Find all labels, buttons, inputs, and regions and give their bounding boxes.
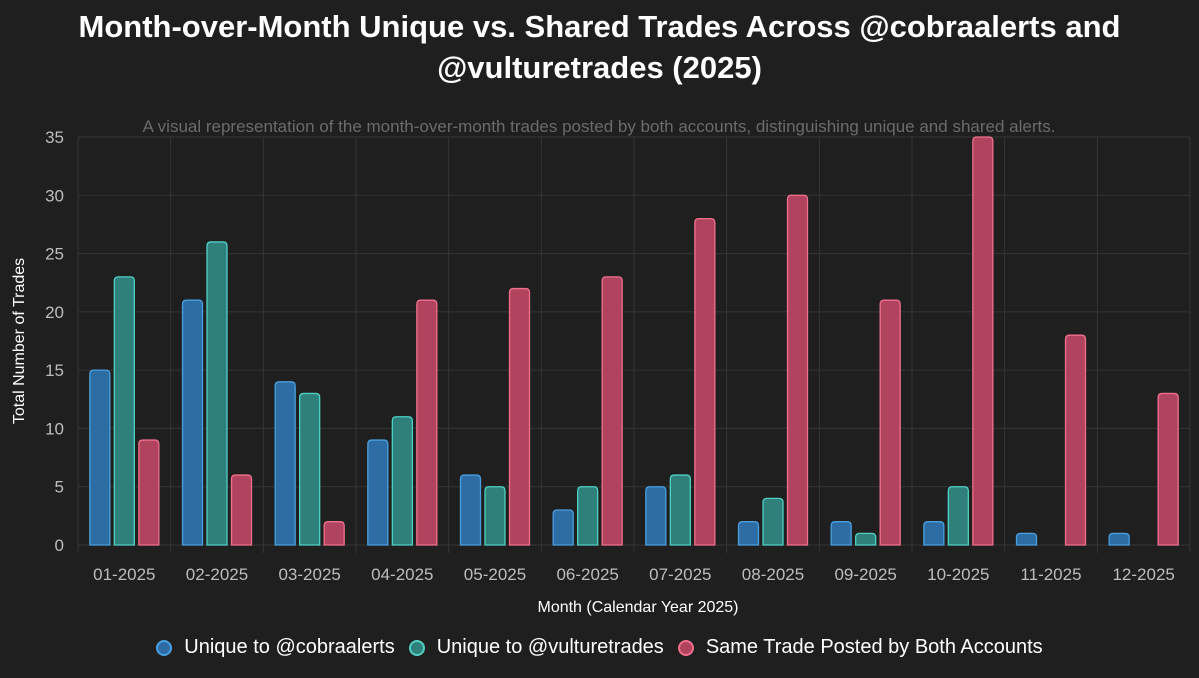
bar-unique-to-vulturetrades-06-2025: [577, 486, 599, 546]
x-tick-label: 01-2025: [93, 565, 155, 584]
x-axis-title: Month (Calendar Year 2025): [537, 599, 738, 616]
y-tick-label: 5: [55, 478, 64, 497]
bar-same-trade-posted-by-both-accounts-01-2025: [138, 439, 160, 546]
x-tick-label: 08-2025: [742, 565, 804, 584]
y-axis-title: Total Number of Trades: [11, 258, 28, 424]
bar-same-trade-posted-by-both-accounts-08-2025: [786, 194, 809, 546]
bar-same-trade-posted-by-both-accounts-09-2025: [879, 299, 901, 546]
x-tick-label: 11-2025: [1020, 565, 1081, 584]
bar-unique-to-vulturetrades-05-2025: [484, 486, 506, 546]
legend-label: Unique to @vulturetrades: [436, 636, 664, 658]
bar-unique-to-cobraalerts-02-2025: [181, 299, 204, 546]
y-tick-label: 0: [55, 536, 64, 555]
bar-same-trade-posted-by-both-accounts-07-2025: [694, 217, 716, 546]
legend-label: Unique to @cobraalerts: [184, 636, 395, 658]
legend-swatch: [156, 639, 173, 656]
bar-unique-to-cobraalerts-06-2025: [552, 509, 574, 546]
x-tick-label: 12-2025: [1112, 565, 1174, 584]
y-tick-label: 10: [45, 419, 64, 438]
legend-label: Same Trade Posted by Both Accounts: [705, 636, 1043, 658]
y-tick-label: 30: [45, 186, 64, 205]
bar-unique-to-cobraalerts-04-2025: [367, 439, 389, 546]
bar-same-trade-posted-by-both-accounts-05-2025: [508, 287, 531, 546]
x-tick-label: 07-2025: [649, 565, 711, 584]
bar-unique-to-vulturetrades-01-2025: [113, 276, 135, 546]
x-tick-label: 03-2025: [278, 565, 340, 584]
bar-same-trade-posted-by-both-accounts-03-2025: [323, 521, 345, 546]
legend-item[interactable]: Unique to @cobraalerts: [156, 636, 395, 659]
bar-same-trade-posted-by-both-accounts-10-2025: [972, 136, 994, 546]
bar-unique-to-vulturetrades-09-2025: [855, 532, 877, 546]
bar-unique-to-cobraalerts-08-2025: [737, 521, 760, 546]
bar-unique-to-cobraalerts-07-2025: [645, 486, 667, 546]
x-tick-label: 05-2025: [464, 565, 526, 584]
bar-same-trade-posted-by-both-accounts-11-2025: [1064, 334, 1087, 546]
legend-swatch: [408, 639, 425, 656]
legend-item[interactable]: Same Trade Posted by Both Accounts: [677, 636, 1043, 659]
chart-subtitle: A visual representation of the month-ove…: [143, 117, 1056, 136]
legend-item[interactable]: Unique to @vulturetrades: [408, 636, 664, 659]
y-tick-label: 25: [45, 245, 64, 264]
bar-unique-to-cobraalerts-01-2025: [89, 369, 111, 546]
bar-unique-to-vulturetrades-03-2025: [299, 392, 321, 546]
y-tick-label: 35: [45, 128, 64, 147]
x-tick-label: 02-2025: [186, 565, 248, 584]
legend-swatch: [677, 639, 694, 656]
bar-unique-to-cobraalerts-03-2025: [274, 381, 296, 546]
bar-same-trade-posted-by-both-accounts-02-2025: [230, 474, 253, 546]
bar-unique-to-cobraalerts-11-2025: [1015, 532, 1038, 546]
bar-unique-to-cobraalerts-09-2025: [830, 521, 852, 546]
bar-unique-to-vulturetrades-08-2025: [762, 497, 784, 546]
bar-unique-to-cobraalerts-10-2025: [923, 521, 945, 546]
x-tick-label: 04-2025: [371, 565, 433, 584]
bar-unique-to-vulturetrades-02-2025: [206, 241, 228, 546]
bar-same-trade-posted-by-both-accounts-12-2025: [1157, 392, 1179, 546]
legend: Unique to @cobraalerts Unique to @vulture…: [0, 636, 1199, 659]
bar-unique-to-vulturetrades-10-2025: [947, 486, 969, 546]
x-tick-label: 06-2025: [556, 565, 618, 584]
bar-same-trade-posted-by-both-accounts-04-2025: [416, 299, 438, 546]
bar-unique-to-cobraalerts-12-2025: [1108, 532, 1130, 546]
bar-unique-to-cobraalerts-05-2025: [459, 474, 482, 546]
x-tick-label: 10-2025: [927, 565, 989, 584]
bar-same-trade-posted-by-both-accounts-06-2025: [601, 276, 623, 546]
x-tick-label: 09-2025: [834, 565, 896, 584]
y-tick-label: 15: [45, 361, 64, 380]
bar-unique-to-vulturetrades-04-2025: [391, 416, 413, 546]
chart-title: Month-over-Month Unique vs. Shared Trade…: [78, 9, 1121, 85]
y-tick-label: 20: [45, 303, 64, 322]
bar-unique-to-vulturetrades-07-2025: [669, 474, 691, 546]
